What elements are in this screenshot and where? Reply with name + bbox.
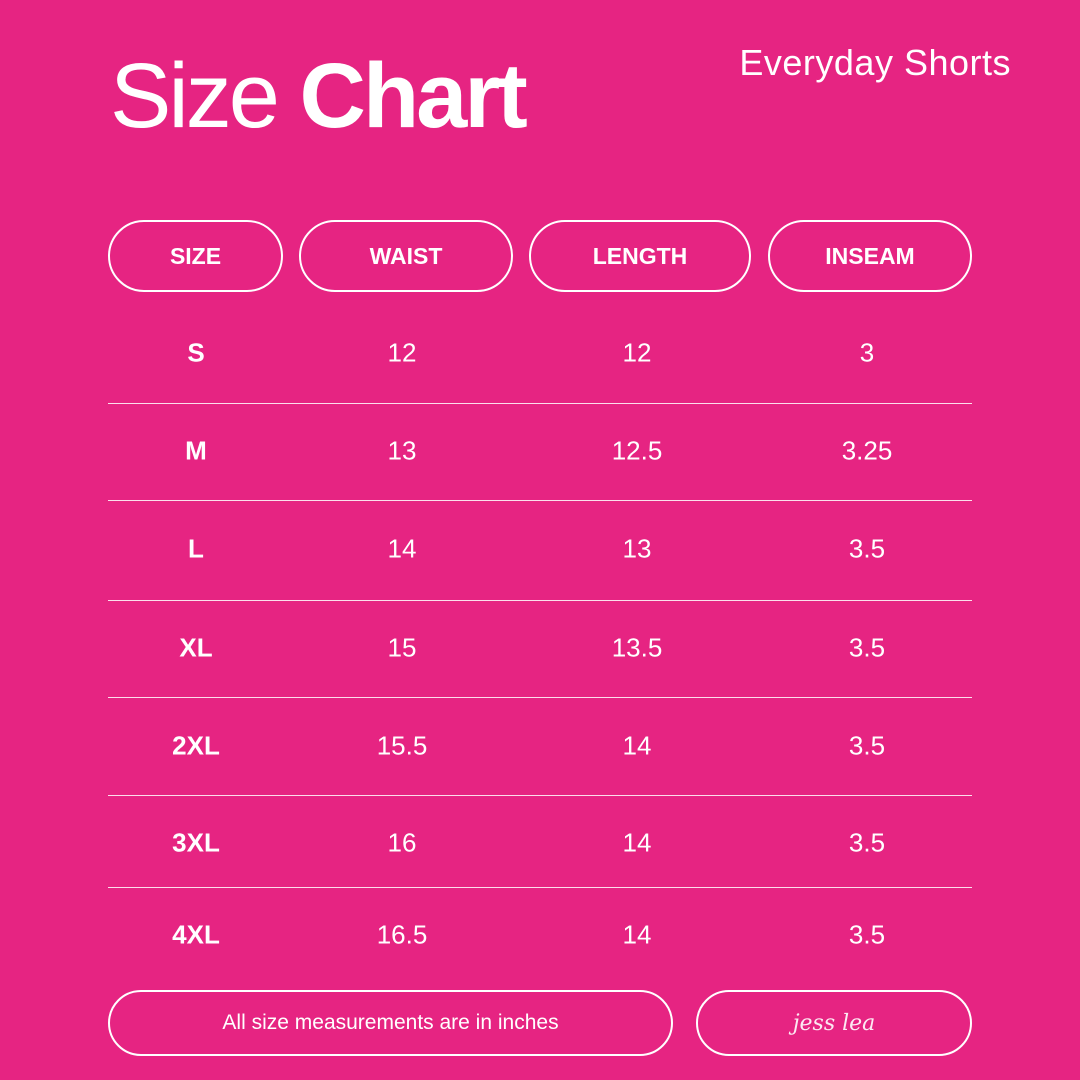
size-label: XL bbox=[179, 632, 213, 663]
size-label: 4XL bbox=[172, 919, 220, 950]
measurement-cell: 14 bbox=[622, 919, 652, 950]
row-divider bbox=[108, 697, 972, 698]
size-label: M bbox=[185, 435, 207, 466]
size-label: 3XL bbox=[172, 827, 220, 858]
column-header-waist: WAIST bbox=[299, 220, 513, 292]
measurement-cell: 3.5 bbox=[848, 919, 886, 950]
row-divider bbox=[108, 500, 972, 501]
measurement-cell: 12.5 bbox=[611, 435, 663, 466]
measurement-cell: 16.5 bbox=[376, 919, 428, 950]
measurement-cell: 16 bbox=[387, 827, 417, 858]
measurement-cell: 14 bbox=[387, 533, 417, 564]
measurement-cell: 3.5 bbox=[848, 730, 886, 761]
row-divider bbox=[108, 887, 972, 888]
size-label: L bbox=[188, 533, 204, 564]
measurement-cell: 3.5 bbox=[848, 827, 886, 858]
page-title: Size Chart bbox=[110, 50, 528, 142]
measurement-cell: 13 bbox=[387, 435, 417, 466]
measurement-cell: 14 bbox=[622, 827, 652, 858]
signature-logo: jess lea bbox=[792, 1010, 876, 1036]
measurement-cell: 13.5 bbox=[611, 632, 663, 663]
title-light: Size bbox=[110, 45, 280, 147]
column-header-size: SIZE bbox=[108, 220, 283, 292]
product-name: Everyday Shorts bbox=[739, 42, 1011, 83]
measurement-cell: 14 bbox=[622, 730, 652, 761]
row-divider bbox=[108, 600, 972, 601]
measurement-cell: 12 bbox=[387, 337, 417, 368]
title-bold: Chart bbox=[299, 45, 528, 147]
measurement-cell: 15.5 bbox=[376, 730, 428, 761]
measurement-note: All size measurements are in inches bbox=[108, 990, 673, 1056]
size-label: S bbox=[187, 337, 205, 368]
row-divider bbox=[108, 795, 972, 796]
measurement-cell: 3 bbox=[859, 337, 875, 368]
measurement-cell: 3.5 bbox=[848, 632, 886, 663]
measurement-cell: 3.5 bbox=[848, 533, 886, 564]
measurement-cell: 3.25 bbox=[841, 435, 893, 466]
measurement-cell: 12 bbox=[622, 337, 652, 368]
column-header-length: LENGTH bbox=[529, 220, 751, 292]
column-header-inseam: INSEAM bbox=[768, 220, 972, 292]
measurement-cell: 13 bbox=[622, 533, 652, 564]
signature-box: jess lea bbox=[696, 990, 972, 1056]
size-label: 2XL bbox=[172, 730, 220, 761]
measurement-cell: 15 bbox=[387, 632, 417, 663]
row-divider bbox=[108, 403, 972, 404]
